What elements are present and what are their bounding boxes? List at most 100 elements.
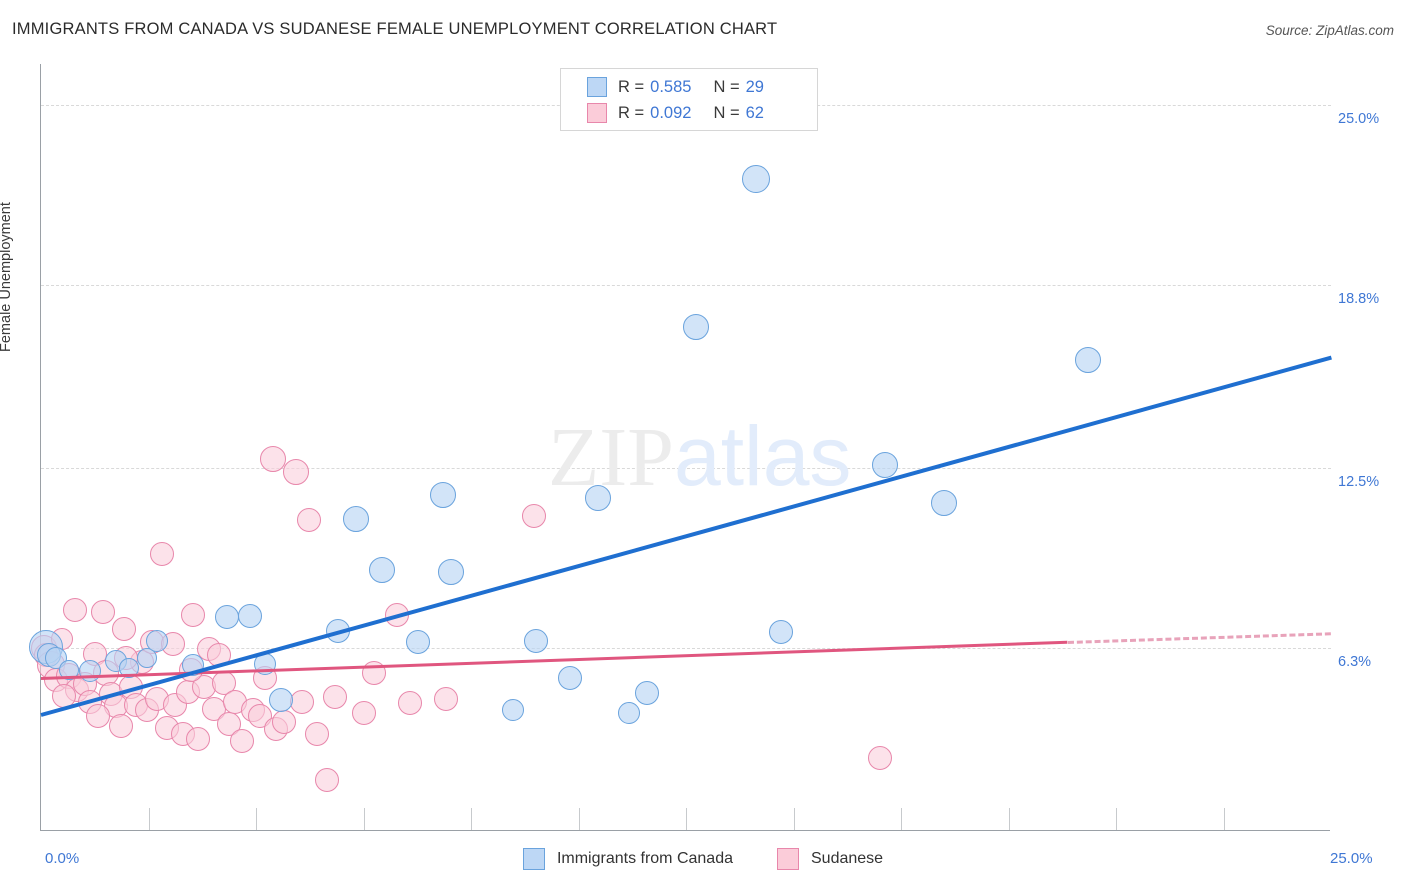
- series-legend: Immigrants from Canada Sudanese: [0, 848, 1406, 870]
- data-point[interactable]: [111, 617, 136, 642]
- correlation-legend: R = 0.585 N = 29 R = 0.092 N = 62: [560, 68, 818, 131]
- data-point[interactable]: [368, 556, 395, 583]
- series-swatch-blue-icon: [522, 848, 545, 870]
- data-point[interactable]: [405, 630, 430, 655]
- data-point[interactable]: [62, 598, 87, 623]
- x-axis-tick: [1008, 808, 1010, 830]
- x-axis-tick: [148, 808, 150, 830]
- data-point[interactable]: [237, 604, 262, 628]
- x-axis-tick: [578, 808, 580, 830]
- data-point[interactable]: [502, 699, 525, 722]
- data-point[interactable]: [521, 503, 546, 528]
- y-axis-tick-label: 12.5%: [1338, 473, 1380, 490]
- plot-area: [29, 64, 1332, 831]
- series-legend-item-canada[interactable]: Immigrants from Canada: [522, 848, 733, 870]
- data-point[interactable]: [230, 728, 255, 753]
- data-point[interactable]: [118, 658, 139, 679]
- data-point[interactable]: [871, 451, 898, 478]
- data-point[interactable]: [867, 746, 892, 771]
- y-axis-tick-label: 25.0%: [1338, 110, 1380, 127]
- data-point[interactable]: [1075, 347, 1102, 374]
- data-point[interactable]: [150, 541, 175, 566]
- data-point[interactable]: [557, 666, 582, 691]
- data-point[interactable]: [683, 313, 710, 340]
- series-label-canada: Immigrants from Canada: [556, 850, 733, 867]
- x-axis-tick: [793, 808, 795, 830]
- legend-swatch-pink-icon: [587, 103, 607, 123]
- correlation-legend-row-blue: R = 0.585 N = 29: [587, 74, 764, 100]
- correlation-legend-row-pink: R = 0.092 N = 62: [587, 100, 764, 126]
- trendline: [1067, 631, 1332, 644]
- n-label-blue: N =: [713, 77, 740, 96]
- data-point[interactable]: [289, 689, 314, 714]
- data-point[interactable]: [342, 505, 369, 532]
- trendline: [40, 356, 1332, 718]
- data-point[interactable]: [385, 602, 410, 627]
- x-axis-tick: [471, 808, 472, 830]
- y-axis-tick-label: 6.3%: [1338, 653, 1372, 670]
- data-point[interactable]: [305, 721, 330, 746]
- data-point[interactable]: [635, 680, 660, 705]
- data-point[interactable]: [146, 629, 169, 652]
- data-point[interactable]: [430, 482, 457, 509]
- data-point[interactable]: [214, 605, 239, 630]
- data-point[interactable]: [283, 459, 310, 486]
- gridline: [41, 284, 1331, 286]
- r-value-blue: 0.585: [650, 77, 692, 96]
- data-point[interactable]: [268, 688, 293, 713]
- series-swatch-pink-icon: [777, 848, 799, 870]
- y-axis-title: Female Unemployment: [0, 202, 14, 352]
- x-axis-tick: [1116, 808, 1117, 830]
- data-point[interactable]: [434, 686, 459, 711]
- data-point[interactable]: [90, 599, 115, 624]
- x-axis-min-label: 0.0%: [45, 850, 80, 867]
- n-value-pink: 62: [745, 103, 764, 122]
- r-value-pink: 0.092: [650, 103, 692, 122]
- data-point[interactable]: [741, 164, 770, 193]
- data-point[interactable]: [271, 710, 296, 735]
- series-label-sudanese: Sudanese: [811, 850, 884, 867]
- data-point[interactable]: [260, 446, 287, 473]
- x-axis-max-label: 25.0%: [1330, 850, 1373, 867]
- y-axis-tick-label: 18.8%: [1338, 290, 1380, 307]
- x-axis-tick: [363, 808, 365, 830]
- data-point[interactable]: [52, 683, 77, 708]
- data-point[interactable]: [79, 660, 102, 683]
- data-point[interactable]: [297, 508, 322, 533]
- source-label: Source: ZipAtlas.com: [1265, 23, 1394, 38]
- page-title: IMMIGRANTS FROM CANADA VS SUDANESE FEMAL…: [12, 20, 778, 38]
- gridline: [41, 467, 1331, 469]
- data-point[interactable]: [108, 714, 133, 739]
- data-point[interactable]: [361, 660, 386, 685]
- n-value-blue: 29: [745, 77, 764, 96]
- data-point[interactable]: [325, 618, 350, 643]
- data-point[interactable]: [769, 619, 794, 644]
- data-point[interactable]: [315, 768, 340, 793]
- data-point[interactable]: [351, 701, 376, 726]
- data-point[interactable]: [618, 702, 641, 725]
- data-point[interactable]: [323, 685, 348, 710]
- data-point[interactable]: [182, 654, 205, 677]
- data-point[interactable]: [585, 485, 612, 512]
- data-point[interactable]: [186, 727, 211, 752]
- x-axis-tick: [901, 808, 902, 830]
- data-point[interactable]: [136, 648, 157, 669]
- r-label-pink: R =: [618, 103, 645, 122]
- data-point[interactable]: [181, 602, 206, 627]
- r-label-blue: R =: [618, 77, 645, 96]
- data-point[interactable]: [931, 489, 957, 516]
- data-point[interactable]: [59, 659, 80, 680]
- x-axis-tick: [1223, 808, 1225, 830]
- gridline: [41, 647, 1331, 649]
- x-axis-tick: [256, 808, 257, 830]
- data-point[interactable]: [524, 628, 549, 653]
- n-label-pink: N =: [713, 103, 740, 122]
- legend-swatch-blue-icon: [587, 77, 607, 97]
- data-point[interactable]: [397, 691, 422, 716]
- data-point[interactable]: [438, 559, 465, 586]
- series-legend-item-sudanese[interactable]: Sudanese: [777, 848, 883, 870]
- data-point[interactable]: [207, 643, 232, 668]
- data-point[interactable]: [254, 652, 277, 675]
- data-point[interactable]: [85, 704, 110, 729]
- x-axis-tick: [686, 808, 687, 830]
